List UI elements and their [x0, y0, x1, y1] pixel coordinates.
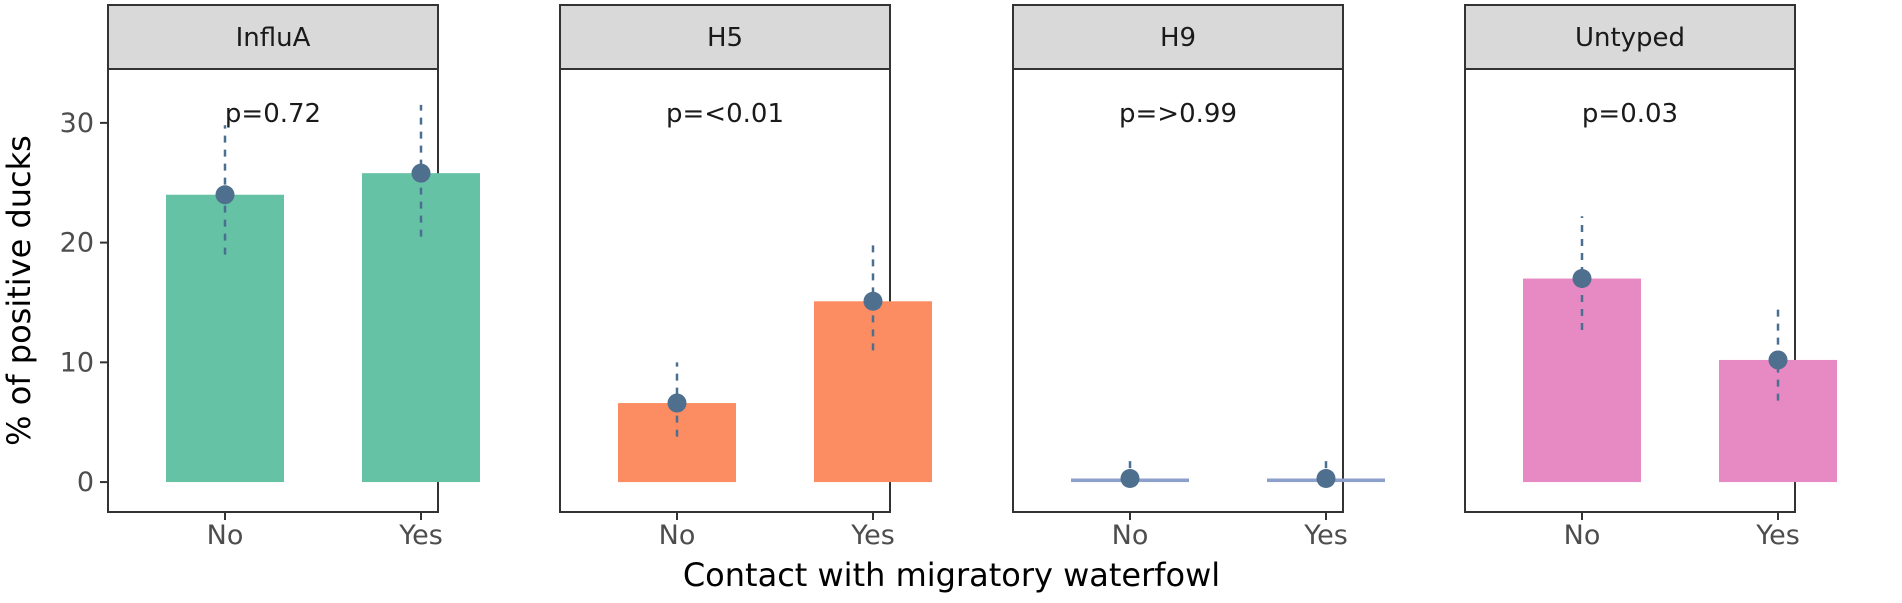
x-tick-label: No — [207, 520, 244, 551]
x-tick-label: Yes — [850, 520, 895, 551]
y-tick-label: 30 — [60, 108, 94, 139]
y-tick-label: 0 — [77, 467, 94, 498]
facet-strip — [559, 4, 891, 70]
panel-h5: H5 p=<0.01 No Yes — [559, 4, 932, 551]
x-tick-label: Yes — [1755, 520, 1800, 551]
x-tick-label: No — [659, 520, 696, 551]
chart-panels: InfluA p=0.72 No Yes H5 p=<0.01 No Yes H9 p=>0.99… — [107, 4, 1837, 551]
x-tick-label: Yes — [1303, 520, 1348, 551]
facet-strip-label: Untyped — [1575, 23, 1685, 53]
x-tick-label: Yes — [398, 520, 443, 551]
bar-yes — [362, 173, 480, 483]
bar-yes — [1719, 359, 1837, 483]
y-tick-label: 20 — [60, 228, 94, 259]
panel-untyped: Untyped p=0.03 No Yes — [1464, 4, 1837, 551]
bar-no — [166, 194, 284, 483]
y-tick-label: 10 — [60, 347, 94, 378]
y-axis-title: % of positive ducks — [0, 135, 38, 446]
p-value-label: p=>0.99 — [1119, 99, 1237, 129]
p-value-label: p=0.03 — [1582, 99, 1678, 129]
estimate-point — [411, 163, 431, 183]
facet-strip-label: H9 — [1160, 23, 1196, 53]
panel-influa: InfluA p=0.72 No Yes — [107, 4, 480, 551]
facet-strip — [107, 4, 439, 70]
bar-yes — [814, 301, 932, 483]
p-value-label: p=0.72 — [225, 99, 321, 129]
x-axis-title: Contact with migratory waterfowl — [683, 556, 1220, 594]
estimate-point — [667, 393, 687, 413]
x-tick-label: No — [1564, 520, 1601, 551]
estimate-point — [863, 291, 883, 311]
estimate-point — [1768, 350, 1788, 370]
facet-strip — [1012, 4, 1344, 70]
estimate-point — [1572, 269, 1592, 289]
panel-plot-area — [1012, 68, 1344, 513]
estimate-point — [215, 185, 235, 205]
p-value-label: p=<0.01 — [666, 99, 784, 129]
estimate-point — [1120, 468, 1140, 488]
y-axis: 0 10 20 30 — [60, 108, 108, 498]
facet-strip-label: H5 — [707, 23, 743, 53]
panel-h9: H9 p=>0.99 No Yes — [1012, 4, 1385, 551]
x-tick-label: No — [1112, 520, 1149, 551]
facet-strip-label: InfluA — [236, 23, 311, 53]
bar-no — [618, 403, 736, 483]
estimate-point — [1316, 468, 1336, 488]
